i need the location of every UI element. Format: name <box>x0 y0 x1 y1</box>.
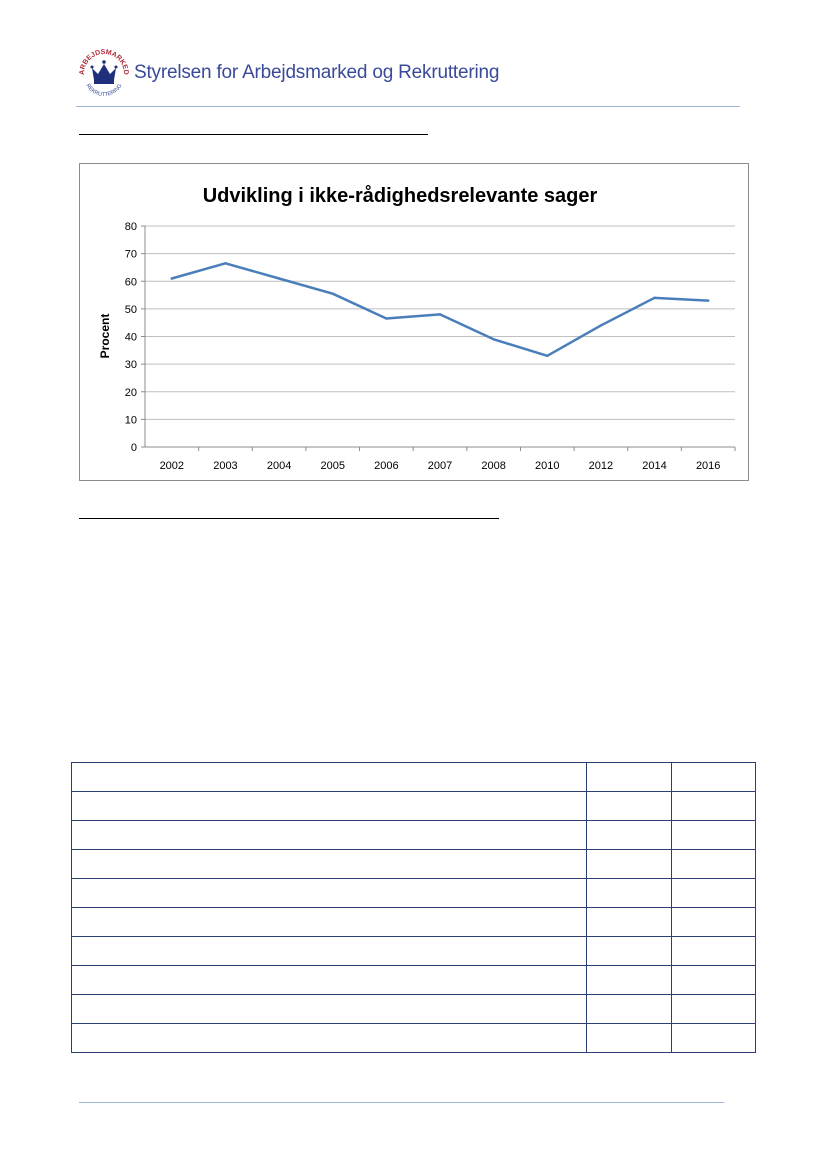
table-cell <box>586 907 672 937</box>
chart-title: Udvikling i ikke-rådighedsrelevante sage… <box>203 184 598 207</box>
x-tick-label-2012: 2012 <box>589 460 613 472</box>
data-point-2003 <box>224 262 227 265</box>
table-cell <box>586 965 672 995</box>
data-point-2012 <box>599 324 603 327</box>
table-cell <box>586 936 672 966</box>
table-cell <box>671 849 756 879</box>
data-point-2008 <box>492 338 495 341</box>
y-tick-label: 0 <box>131 442 137 454</box>
table-row <box>71 907 756 937</box>
table-cell <box>586 849 672 879</box>
table-cell <box>71 762 587 792</box>
table-row <box>71 936 756 966</box>
table-row <box>71 791 756 821</box>
crown-icon <box>90 60 118 84</box>
y-tick-label: 70 <box>125 249 137 261</box>
table-cell <box>71 907 587 937</box>
table-cell <box>71 791 587 821</box>
table-cell <box>71 936 587 966</box>
x-tick-label-2007: 2007 <box>428 460 452 472</box>
footer-rule <box>79 1102 724 1103</box>
table-cell <box>586 762 672 792</box>
text-underline-rule <box>79 134 428 135</box>
svg-text:REKRUTTERING: REKRUTTERING <box>84 83 123 98</box>
table-cell <box>71 965 587 995</box>
y-tick-label: 50 <box>125 304 137 316</box>
table-row <box>71 762 756 792</box>
table-cell <box>586 878 672 908</box>
table-cell <box>586 994 672 1024</box>
page-header: ARBEJDSMARKED REKRUTTERING Styrelsen for… <box>76 44 740 107</box>
table-cell <box>671 762 756 792</box>
table-cell <box>671 791 756 821</box>
y-tick-label: 20 <box>125 387 137 399</box>
x-tick-label-2014: 2014 <box>642 460 666 472</box>
table-cell <box>586 791 672 821</box>
agency-logo: ARBEJDSMARKED REKRUTTERING <box>79 49 129 98</box>
data-point-2005 <box>331 292 334 295</box>
x-tick-label-2016: 2016 <box>696 460 720 472</box>
table-row <box>71 849 756 879</box>
series-line-0 <box>170 262 710 358</box>
y-tick-label: 80 <box>125 221 137 233</box>
chart-y-axis-label: Procent <box>98 314 112 359</box>
table-cell <box>71 994 587 1024</box>
data-point-2002 <box>170 277 174 280</box>
line-chart: Udvikling i ikke-rådighedsrelevante sage… <box>79 163 749 481</box>
table-cell <box>586 820 672 850</box>
table-cell <box>71 878 587 908</box>
logo-text-bottom: REKRUTTERING <box>84 83 123 98</box>
data-point-2014 <box>653 296 656 300</box>
text-underline-rule-2 <box>79 518 499 519</box>
y-tick-label: 10 <box>125 414 137 426</box>
x-tick-label-2008: 2008 <box>481 460 505 472</box>
table-cell <box>671 1023 756 1053</box>
table-row <box>71 878 756 908</box>
table-cell <box>671 936 756 966</box>
table-cell <box>671 994 756 1024</box>
x-tick-label-2003: 2003 <box>213 460 237 472</box>
table-row <box>71 994 756 1024</box>
table-row <box>71 820 756 850</box>
table-row <box>71 1023 756 1053</box>
x-tick-label-2010: 2010 <box>535 460 559 472</box>
table-cell <box>71 820 587 850</box>
table-cell <box>671 820 756 850</box>
data-point-2016 <box>706 299 710 302</box>
chart-svg: Udvikling i ikke-rådighedsrelevante sage… <box>98 184 736 472</box>
table-cell <box>71 1023 587 1053</box>
table-cell <box>671 965 756 995</box>
y-tick-label: 40 <box>125 332 137 344</box>
table-cell <box>671 907 756 937</box>
x-tick-label-2004: 2004 <box>267 460 291 472</box>
data-point-2010 <box>546 354 549 358</box>
data-point-2007 <box>438 313 442 316</box>
table-row <box>71 965 756 995</box>
data-point-2004 <box>277 277 281 280</box>
table-cell <box>71 849 587 879</box>
data-point-2006 <box>385 317 388 320</box>
y-tick-label: 60 <box>125 276 137 288</box>
data-table <box>71 762 756 1053</box>
x-tick-label-2002: 2002 <box>160 460 184 472</box>
table-cell <box>586 1023 672 1053</box>
x-tick-label-2005: 2005 <box>320 460 344 472</box>
organization-name: Styrelsen for Arbejdsmarked og Rekrutter… <box>134 62 500 83</box>
y-tick-label: 30 <box>125 359 137 371</box>
x-tick-label-2006: 2006 <box>374 460 398 472</box>
table-cell <box>671 878 756 908</box>
